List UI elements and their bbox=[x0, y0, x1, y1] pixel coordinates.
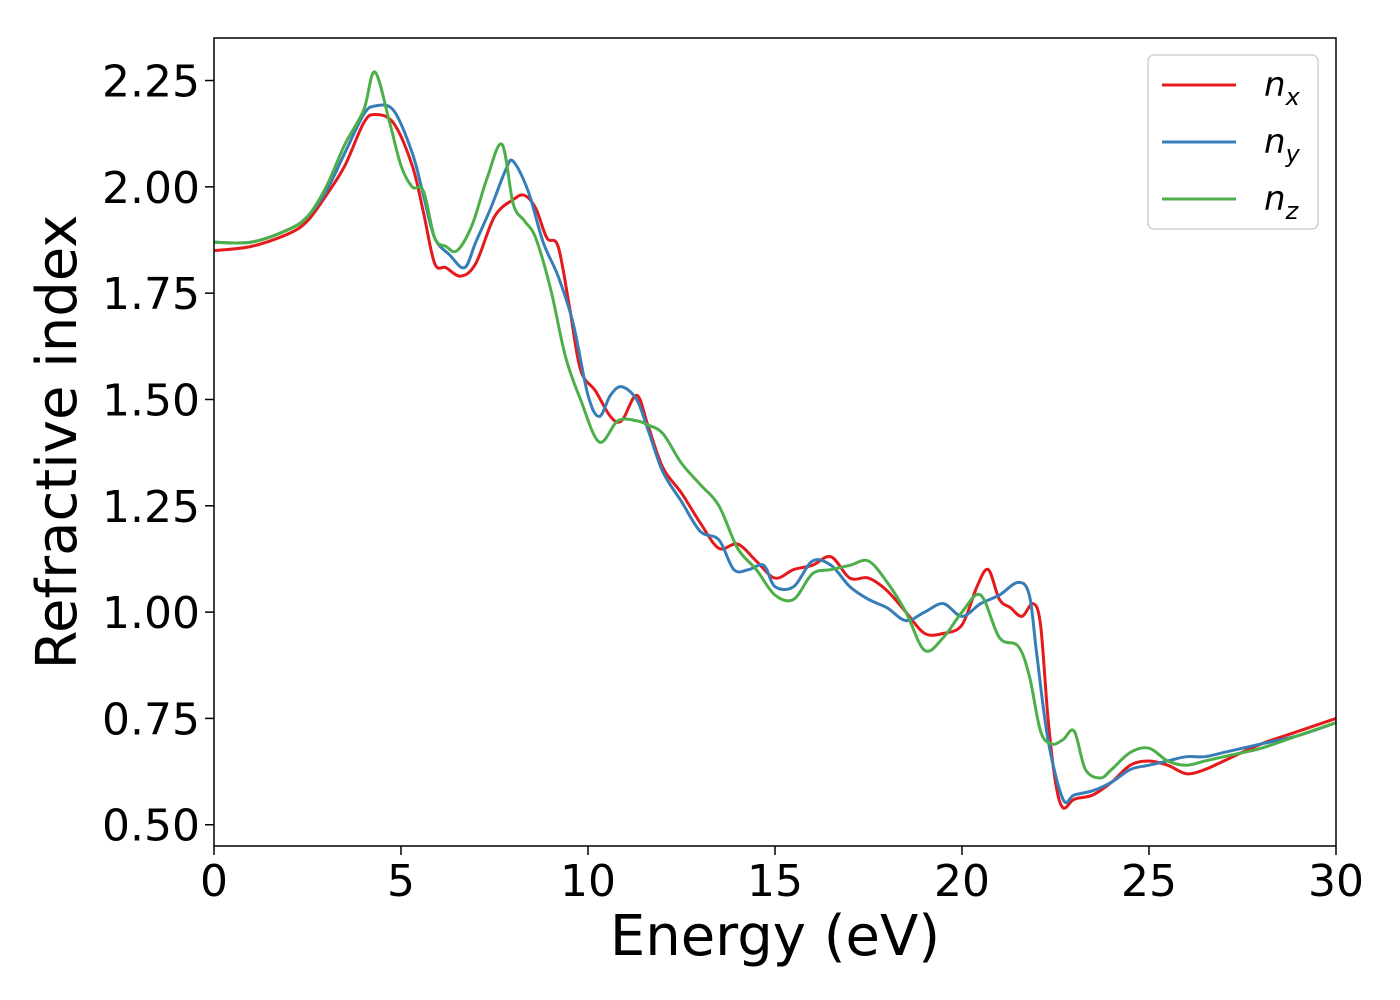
x-tick-label: 25 bbox=[1121, 856, 1177, 907]
y-tick-label: 2.00 bbox=[102, 163, 200, 214]
x-tick-label: 5 bbox=[387, 856, 415, 907]
y-tick-label: 1.25 bbox=[102, 482, 200, 533]
y-axis-label: Refractive index bbox=[25, 215, 90, 670]
legend: nx ny nz bbox=[1147, 54, 1319, 230]
series-layer bbox=[213, 70, 1337, 810]
legend-label-nx: nx bbox=[1264, 65, 1301, 111]
legend-label-nz: nz bbox=[1264, 179, 1300, 225]
x-tick-label: 30 bbox=[1308, 856, 1364, 907]
y-tick-label: 0.75 bbox=[102, 694, 200, 745]
series-line-nz bbox=[213, 70, 1337, 780]
y-tick-label: 1.50 bbox=[102, 375, 200, 426]
y-tick-label: 1.75 bbox=[102, 269, 200, 320]
x-tick-label: 15 bbox=[747, 856, 803, 907]
x-tick-label: 10 bbox=[560, 856, 616, 907]
x-axis: 0 5 10 15 20 25 30 bbox=[200, 846, 1364, 907]
y-tick-label: 1.00 bbox=[102, 588, 200, 639]
y-tick-label: 0.50 bbox=[102, 801, 200, 852]
y-tick-label: 2.25 bbox=[102, 57, 200, 108]
series-line-nx bbox=[213, 113, 1337, 810]
legend-label-ny: ny bbox=[1264, 122, 1301, 168]
y-axis: 0.50 0.75 1.00 1.25 1.50 1.75 2.00 2.25 bbox=[102, 57, 214, 852]
x-axis-label: Energy (eV) bbox=[610, 904, 940, 969]
x-tick-label: 0 bbox=[200, 856, 228, 907]
x-tick-label: 20 bbox=[934, 856, 990, 907]
